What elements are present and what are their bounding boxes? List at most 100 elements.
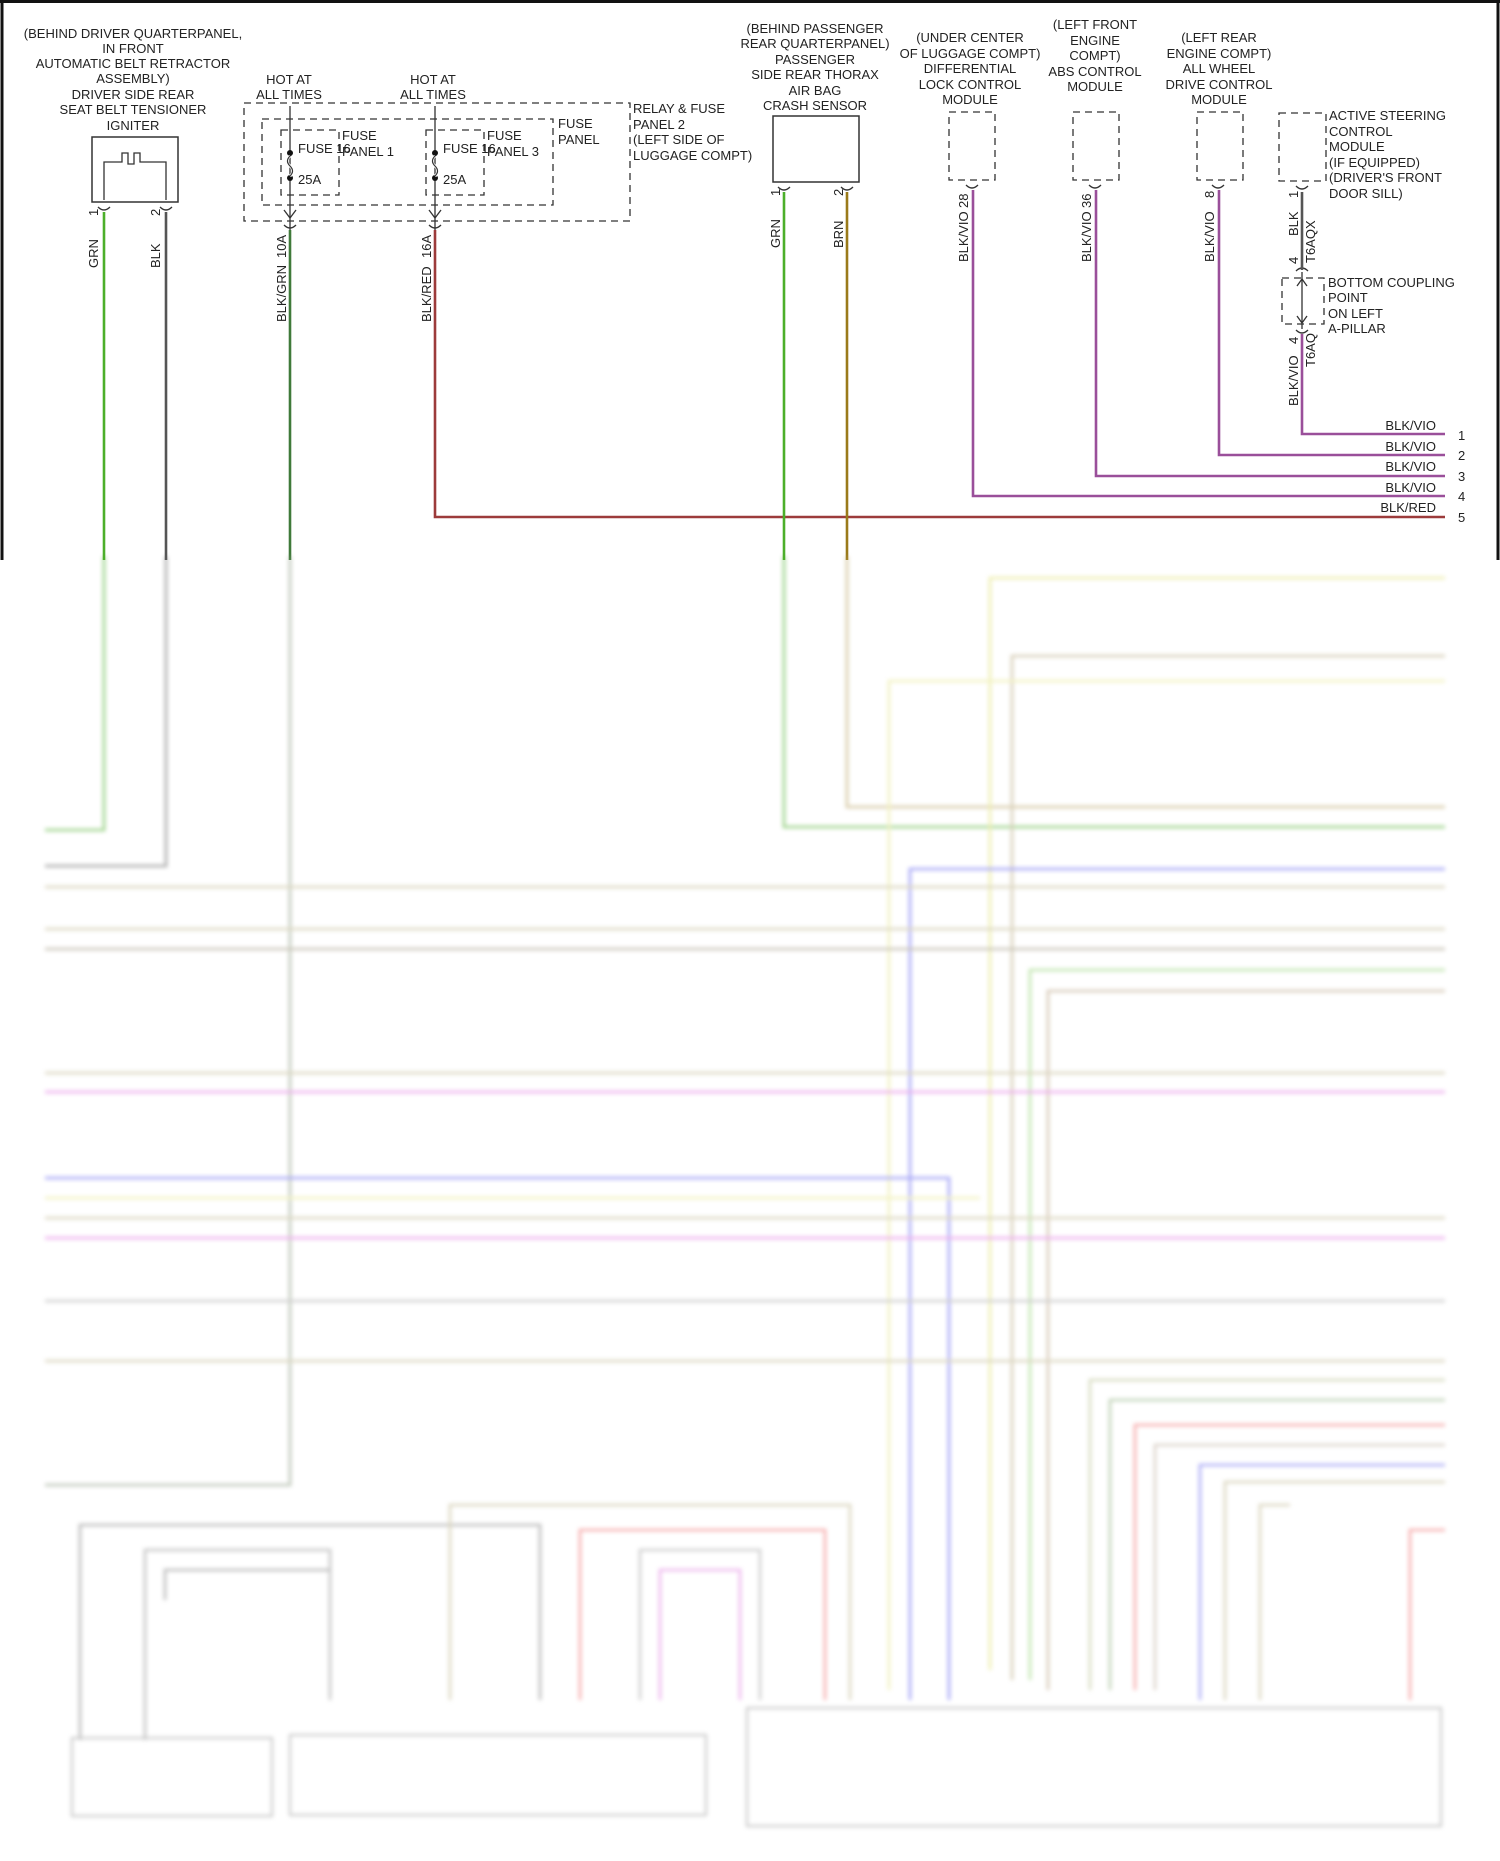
module-label: ABS CONTROL [1048,64,1141,79]
igniter-element-icon [103,152,167,200]
wire-label: BLK/GRN [274,265,289,322]
pin-number: 28 [956,194,971,208]
igniter-label: (BEHIND DRIVER QUARTERPANEL, [24,26,242,41]
wires [102,190,1445,560]
module-label: OF LUGGAGE COMPT) [900,46,1041,61]
module-label: (LEFT FRONT [1053,17,1137,32]
wire-label: BLK [1286,211,1301,236]
fuse-panel-label: PANEL [558,132,600,147]
module-label: LOCK CONTROL [919,77,1022,92]
relay-panel-label: PANEL 2 [633,117,685,132]
wire-label: BLK/VIO [956,211,971,262]
connector-icon [1088,184,1102,189]
module-label: (DRIVER'S FRONT [1329,170,1442,185]
module-label: ACTIVE STEERING [1329,108,1446,123]
crash-sensor-box [772,115,860,183]
hot-label: ALL TIMES [256,87,322,102]
output-number: 3 [1458,469,1465,484]
fuse-panel-label: FUSE [558,116,593,131]
connector-icon [1211,184,1225,189]
bottom-coupling-point: BOTTOM COUPLING POINT ON LEFT A-PILLAR 4… [1281,267,1455,406]
fuse-panel-label: PANEL 1 [342,144,394,159]
fuse-name: FUSE 16 [298,141,351,156]
wire-blk-vio-2 [1217,190,1445,457]
connector-label: T6AQX [1303,220,1318,263]
pin-number: 1 [768,189,783,196]
wire-label: BLK/VIO [1286,355,1301,406]
module-box [1278,112,1327,182]
hot-label: HOT AT [410,72,456,87]
relay-panel-label: LUGGAGE COMPT) [633,148,752,163]
fuse-icon [286,155,439,177]
module-label: MODULE [942,92,998,107]
blurred-lower-diagram [45,556,1445,1827]
output-wire-label: BLK/VIO [1385,480,1436,495]
module-label: DIFFERENTIAL [924,61,1016,76]
wire-label: GRN [86,239,101,268]
igniter-label: AUTOMATIC BELT RETRACTOR [36,56,231,71]
sensor-label: AIR BAG [789,83,842,98]
module-box [1196,111,1244,181]
output-wire-label: BLK/VIO [1385,418,1436,433]
igniter-box [91,136,179,203]
pin-number: 8 [1202,191,1217,198]
output-wire-label: BLK/RED [1380,500,1436,515]
sensor-label: (BEHIND PASSENGER [746,21,883,36]
fuse-panel-label: FUSE [487,128,522,143]
wire-blk-vio-1 [1300,334,1445,436]
output-number: 4 [1458,489,1465,504]
wire-label: BLK [148,243,163,268]
module-box [948,111,996,181]
module-label: DOOR SILL) [1329,186,1403,201]
wire-blk-vio-4 [971,190,1445,498]
relay-fuse-panel-box [243,102,631,222]
coupling-label: A-PILLAR [1328,321,1386,336]
pin-number: 4 [1286,257,1301,264]
output-number: 5 [1458,510,1465,525]
output-list: BLK/VIO 1 BLK/VIO 2 BLK/VIO 3 BLK/VIO 4 … [1380,418,1465,525]
coupling-box [1281,277,1325,325]
abs-control-module: (LEFT FRONT ENGINE COMPT) ABS CONTROL MO… [1048,17,1141,262]
module-box [1072,111,1120,181]
coupling-label: POINT [1328,290,1368,305]
relay-fuse-panel-2: HOT AT ALL TIMES HOT AT ALL TIMES FUSE 1… [243,72,752,322]
pin-number: 10A [274,235,289,258]
pin-number: 1 [1286,191,1301,198]
module-label: MODULE [1067,79,1123,94]
sensor-label: CRASH SENSOR [763,98,867,113]
seat-belt-tensioner-igniter: (BEHIND DRIVER QUARTERPANEL, IN FRONT AU… [24,26,242,268]
wire-label: BRN [831,221,846,248]
connector-icon [777,186,854,191]
fuse-rating: 25A [298,172,321,187]
hot-label: HOT AT [266,72,312,87]
module-label: COMPT) [1069,48,1120,63]
igniter-label: IGNITER [107,118,160,133]
igniter-label: SEAT BELT TENSIONER [60,102,207,117]
module-label: MODULE [1329,139,1385,154]
module-label: ENGINE COMPT) [1167,46,1272,61]
igniter-label: ASSEMBLY) [96,71,169,86]
pin-number: 2 [831,189,846,196]
connector-icon [283,209,442,229]
pin-number: 4 [1286,337,1301,344]
connector-label: T6AQ [1303,333,1318,367]
active-steering-control-module: ACTIVE STEERING CONTROL MODULE (IF EQUIP… [1278,108,1446,264]
relay-panel-label: RELAY & FUSE [633,101,725,116]
sensor-label: PASSENGER [775,52,855,67]
fuse-panel-3-box [425,129,485,196]
wire-blk-vio-3 [1094,190,1445,478]
connector-icon [965,184,979,189]
module-label: (IF EQUIPPED) [1329,155,1420,170]
wire-label: BLK/RED [419,266,434,322]
sensor-label: SIDE REAR THORAX [751,67,879,82]
pin-number: 36 [1079,194,1094,208]
wire-blk-red [433,230,1445,519]
pin-number: 1 [86,209,101,216]
fuse-panel-box [261,118,554,206]
wire-label: BLK/VIO [1202,211,1217,262]
output-wire-label: BLK/VIO [1385,459,1436,474]
relay-panel-label: (LEFT SIDE OF [633,132,725,147]
module-label: CONTROL [1329,124,1393,139]
